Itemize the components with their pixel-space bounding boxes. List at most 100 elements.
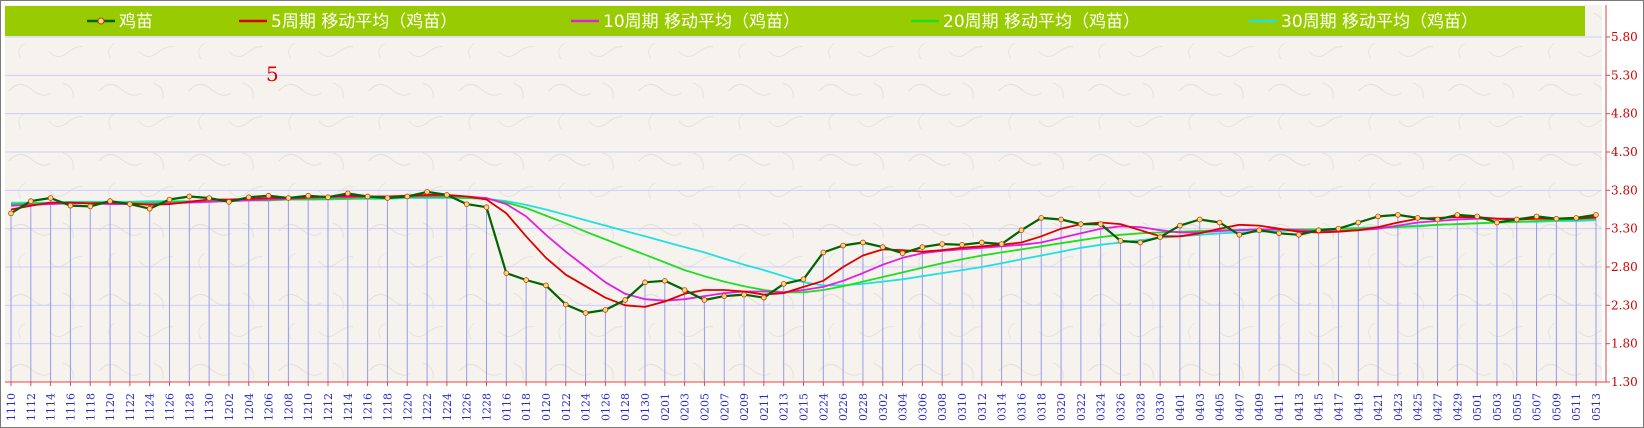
data-point bbox=[503, 270, 510, 276]
legend-entry: 10周期 移动平均（鸡苗） bbox=[603, 12, 800, 32]
y-tick-label: 5.80 bbox=[1611, 30, 1638, 44]
x-tick-label: 0330 bbox=[1154, 393, 1167, 421]
x-tick-label: 0306 bbox=[916, 393, 929, 421]
x-tick-label: 1128 bbox=[183, 393, 196, 421]
data-point bbox=[166, 196, 173, 203]
x-tick-label: 0425 bbox=[1412, 393, 1425, 421]
data-point bbox=[245, 194, 252, 201]
x-tick-label: 1228 bbox=[481, 393, 494, 421]
data-point bbox=[463, 201, 470, 207]
data-point bbox=[404, 193, 411, 200]
x-tick-label: 1126 bbox=[164, 393, 177, 421]
x-tick-label: 1208 bbox=[282, 393, 295, 421]
x-tick-label: 0316 bbox=[1015, 393, 1028, 421]
data-point bbox=[959, 241, 965, 248]
data-point bbox=[1296, 232, 1302, 238]
data-point bbox=[186, 193, 193, 200]
data-point bbox=[1573, 215, 1579, 221]
data-point bbox=[1137, 239, 1144, 246]
data-point bbox=[1454, 212, 1461, 218]
data-point bbox=[800, 276, 807, 283]
data-point bbox=[305, 192, 311, 199]
x-tick-label: 0419 bbox=[1352, 393, 1365, 421]
x-tick-labels: 1110 1112 1114 1116 1118 1120 1122 1124 1126 1128… bbox=[5, 393, 1603, 421]
x-tick-label: 1224 bbox=[441, 393, 454, 421]
annotation-label: 5 bbox=[266, 62, 279, 86]
data-point bbox=[265, 192, 272, 199]
data-point bbox=[1117, 238, 1124, 244]
data-point bbox=[1078, 221, 1084, 227]
legend-entry: 鸡苗 bbox=[119, 12, 153, 32]
data-point bbox=[919, 244, 926, 250]
data-point bbox=[681, 287, 688, 293]
x-tick-label: 0401 bbox=[1174, 393, 1187, 421]
x-tick-label: 0413 bbox=[1293, 393, 1306, 421]
legend: 鸡苗 5周期 移动平均（鸡苗） 10周期 移动平均（鸡苗） 20周期 移动平均（鸡苗）… bbox=[5, 6, 1585, 36]
x-tick-label: 0322 bbox=[1075, 393, 1088, 421]
data-point bbox=[1395, 212, 1401, 218]
x-tick-label: 0513 bbox=[1590, 393, 1603, 421]
x-tick-label: 1110 bbox=[5, 393, 18, 421]
data-point bbox=[146, 205, 153, 212]
data-point bbox=[1593, 212, 1599, 218]
axes bbox=[5, 5, 1610, 386]
x-tick-label: 0407 bbox=[1233, 393, 1246, 421]
data-point bbox=[67, 202, 74, 209]
x-tick-label: 0324 bbox=[1095, 393, 1108, 421]
x-tick-label: 0403 bbox=[1194, 393, 1207, 421]
x-tick-label: 0203 bbox=[679, 393, 692, 421]
data-point bbox=[701, 297, 708, 303]
data-point bbox=[602, 307, 609, 313]
data-point bbox=[444, 192, 450, 198]
data-point bbox=[1216, 219, 1223, 226]
data-point bbox=[1553, 215, 1560, 222]
data-point bbox=[582, 310, 589, 316]
x-tick-label: 0122 bbox=[560, 393, 573, 421]
x-tick-label: 0409 bbox=[1253, 393, 1266, 421]
x-tick-label: 0501 bbox=[1471, 393, 1484, 421]
series-line-1 bbox=[10, 193, 1597, 308]
x-tick-label: 0415 bbox=[1313, 393, 1326, 421]
data-point bbox=[285, 195, 292, 201]
series-line-2 bbox=[10, 194, 1596, 302]
y-tick-label: 1.30 bbox=[1611, 375, 1638, 389]
x-tick-label: 1202 bbox=[223, 393, 236, 421]
x-tick-label: 1214 bbox=[342, 393, 355, 421]
x-tick-label: 0320 bbox=[1055, 393, 1068, 421]
x-tick-label: 0124 bbox=[580, 393, 593, 421]
x-tick-label: 0304 bbox=[897, 393, 910, 421]
legend-bar bbox=[5, 6, 1585, 36]
x-tick-label: 0503 bbox=[1491, 393, 1504, 421]
x-tick-label: 0213 bbox=[778, 393, 791, 421]
x-tick-label: 0411 bbox=[1273, 393, 1286, 421]
x-tick-label: 0328 bbox=[1134, 393, 1147, 421]
y-tick-label: 5.30 bbox=[1611, 68, 1638, 82]
x-tick-label: 1218 bbox=[381, 393, 394, 421]
x-tick-label: 0509 bbox=[1550, 393, 1563, 421]
data-point bbox=[226, 199, 232, 205]
x-tick-label: 1124 bbox=[144, 393, 157, 421]
data-point bbox=[47, 195, 54, 201]
x-tick-label: 0120 bbox=[540, 393, 553, 421]
x-tick-label: 1114 bbox=[45, 393, 58, 421]
data-point bbox=[1256, 227, 1262, 234]
x-tick-label: 0429 bbox=[1451, 393, 1464, 421]
data-point bbox=[761, 294, 767, 301]
data-point bbox=[1018, 227, 1025, 234]
x-tick-label: 1130 bbox=[203, 393, 216, 421]
legend-entry: 20周期 移动平均（鸡苗） bbox=[943, 12, 1140, 32]
data-point bbox=[860, 239, 866, 246]
x-tick-label: 1206 bbox=[263, 393, 276, 421]
x-tick-label: 1122 bbox=[124, 393, 137, 421]
x-tick-label: 0310 bbox=[956, 393, 969, 421]
x-tick-label: 1112 bbox=[25, 393, 38, 421]
x-tick-label: 1222 bbox=[421, 393, 434, 421]
data-point bbox=[523, 277, 529, 283]
x-tick-label: 0207 bbox=[718, 393, 731, 421]
x-tick-label: 0211 bbox=[758, 393, 771, 421]
data-point bbox=[543, 282, 549, 289]
data-point bbox=[939, 241, 945, 247]
data-point bbox=[820, 249, 827, 256]
x-tick-label: 0302 bbox=[877, 393, 890, 421]
